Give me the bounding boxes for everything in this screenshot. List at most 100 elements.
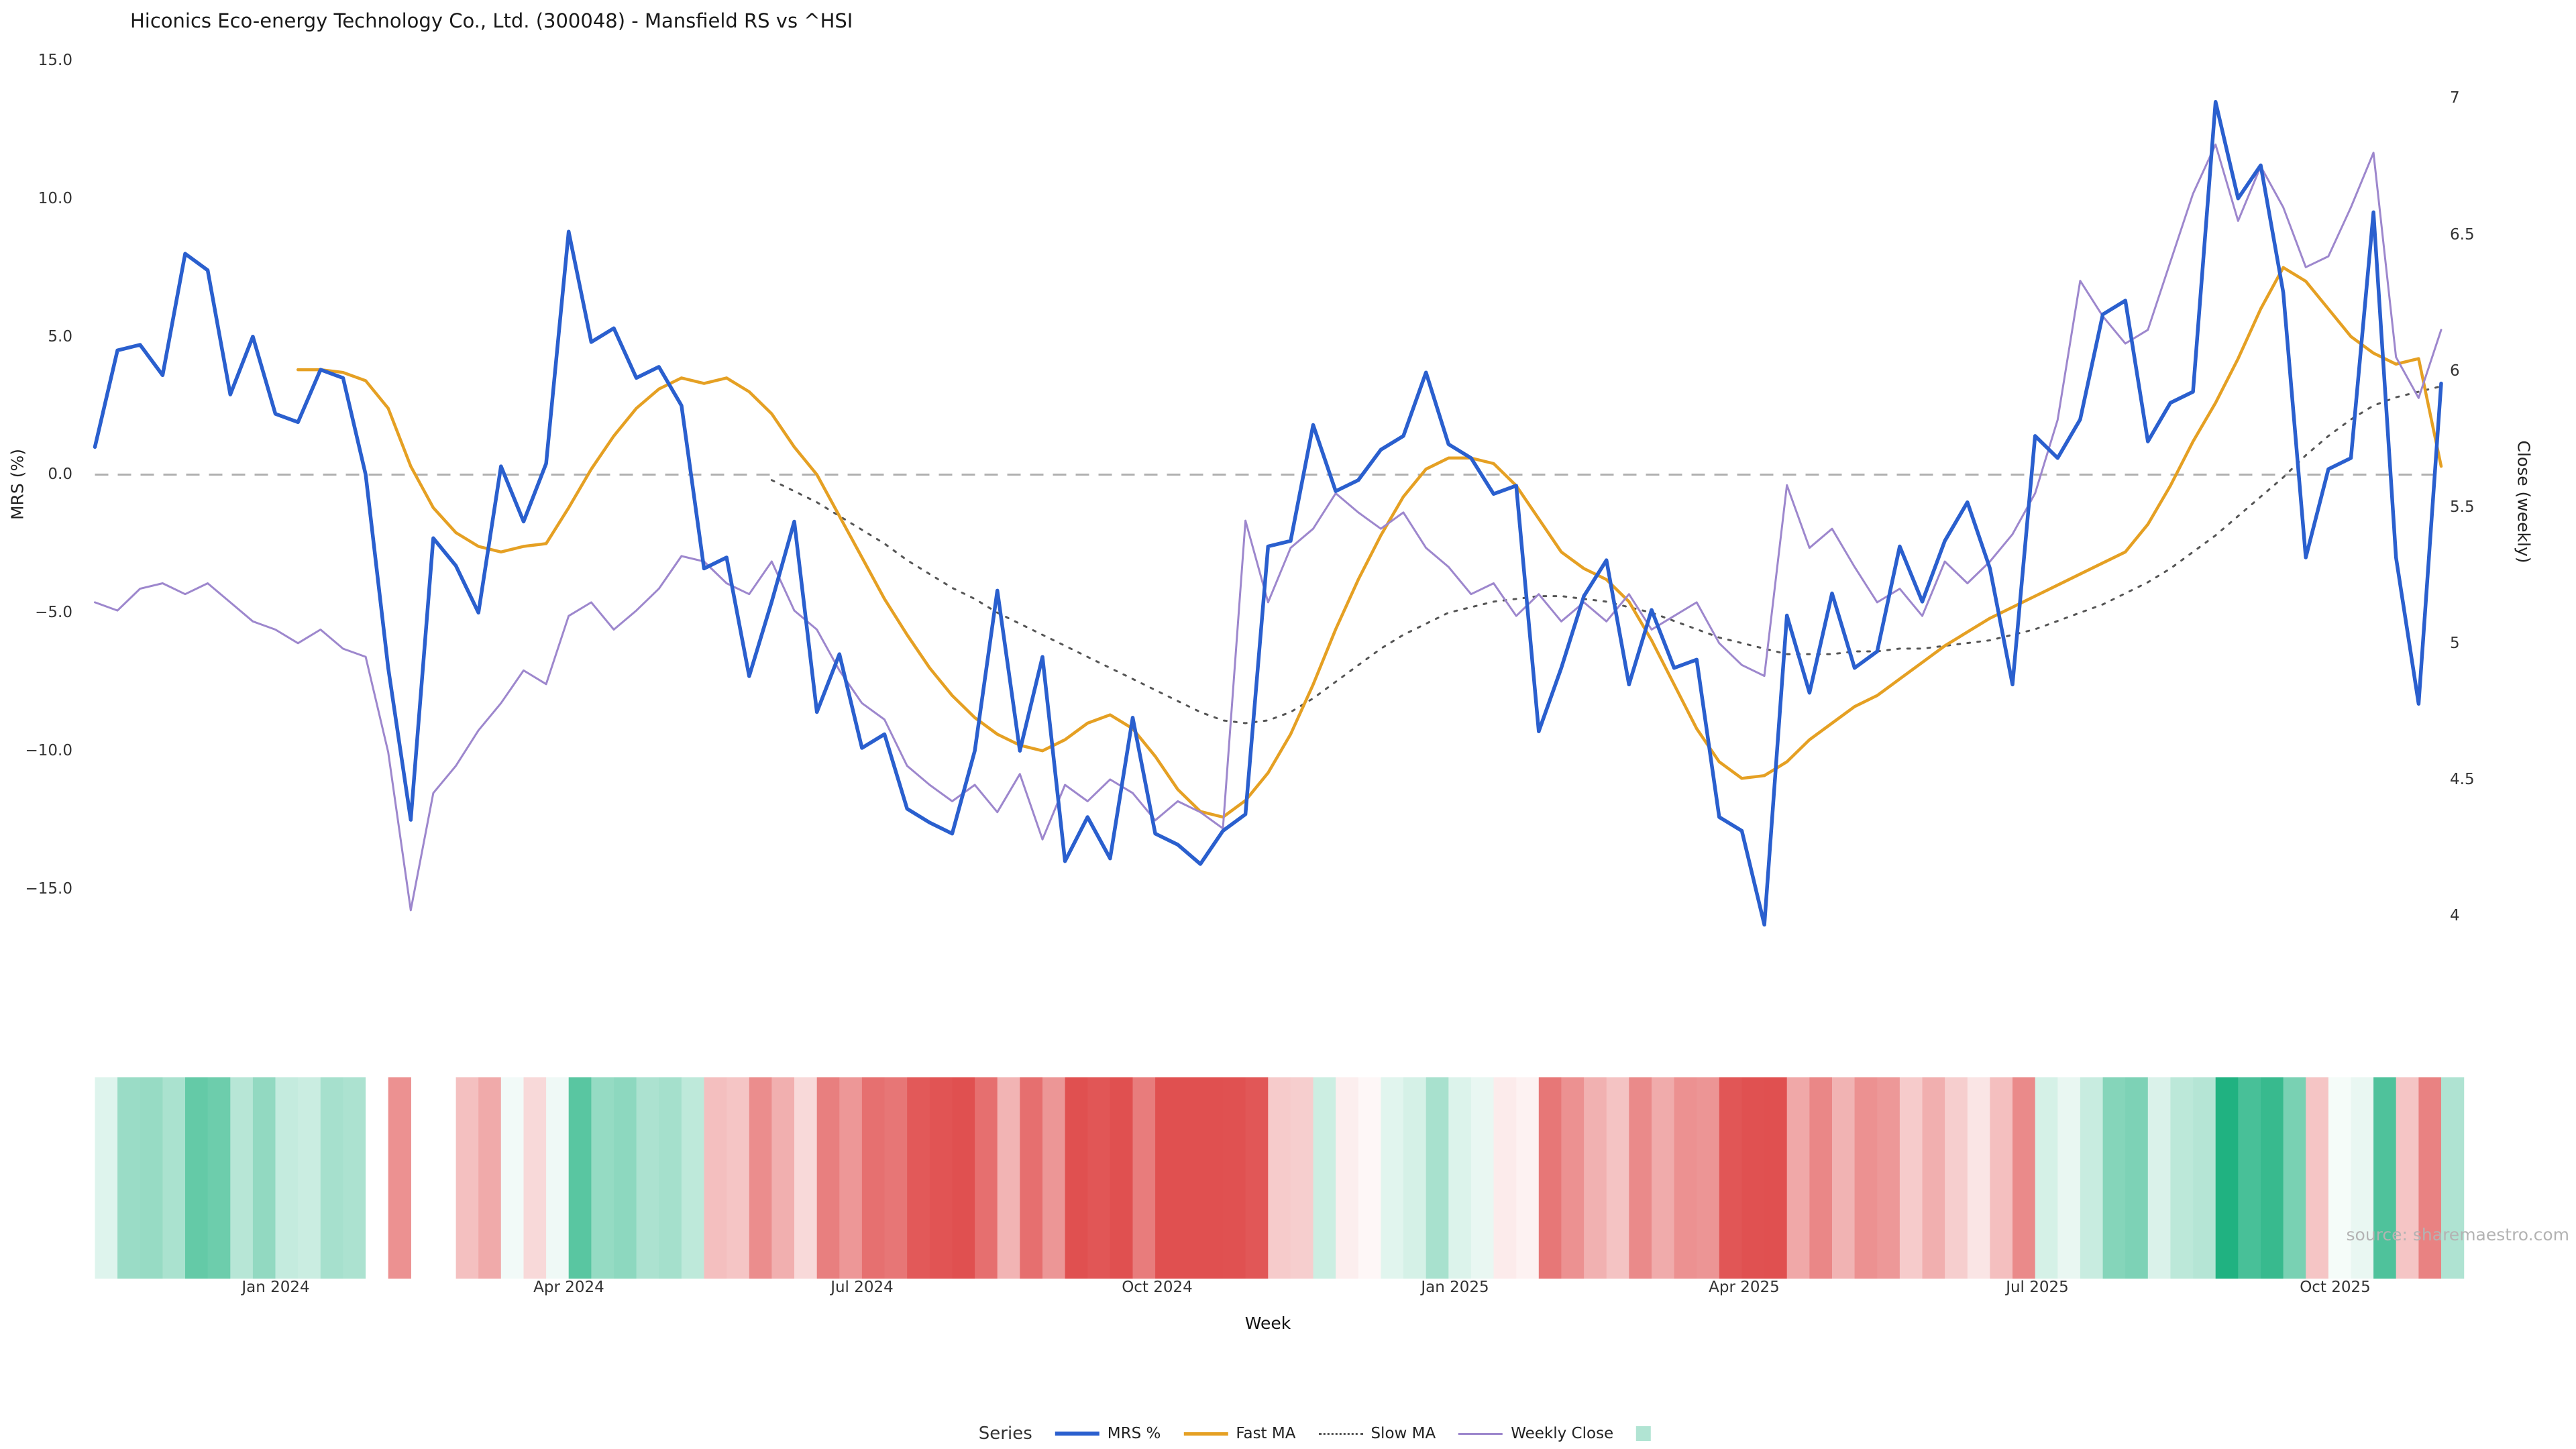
heatmap-cell — [1290, 1077, 1314, 1279]
heatmap-cell — [1313, 1077, 1336, 1279]
y-tick-label: 6 — [2450, 362, 2460, 380]
heatmap-cell — [2283, 1077, 2306, 1279]
y-tick-label: 10.0 — [38, 190, 72, 207]
source-note: source: sharemaestro.com — [2346, 1225, 2570, 1244]
heatmap-cell — [455, 1077, 479, 1279]
heatmap-cell — [1245, 1077, 1269, 1279]
heatmap-cell — [2373, 1077, 2397, 1279]
heatmap-cell — [1561, 1077, 1585, 1279]
legend: Series MRS % Fast MA Slow MA Weekly Clos… — [979, 1424, 1652, 1444]
heatmap-cell — [1426, 1077, 1449, 1279]
heatmap-cell — [478, 1077, 502, 1279]
heatmap-cell — [1087, 1077, 1111, 1279]
heatmap-cell — [2351, 1077, 2374, 1279]
heatmap-cell — [320, 1077, 344, 1279]
heatmap-cell — [2125, 1077, 2149, 1279]
heatmap-cell — [230, 1077, 254, 1279]
legend-item-label: Fast MA — [1236, 1425, 1296, 1442]
heatmap-cell — [1493, 1077, 1517, 1279]
heatmap-cell — [298, 1077, 321, 1279]
heatmap-cell — [2396, 1077, 2419, 1279]
heatmap-cell — [1470, 1077, 1495, 1279]
heatmap-cell — [117, 1077, 141, 1279]
heatmap-cell — [343, 1077, 366, 1279]
heatmap-cell — [2193, 1077, 2216, 1279]
heatmap-cell — [546, 1077, 570, 1279]
heatmap-swatch — [1636, 1426, 1652, 1441]
slow-ma-line — [770, 385, 2443, 724]
heatmap-cell — [2328, 1077, 2352, 1279]
left-axis-title: MRS (%) — [7, 448, 28, 521]
heatmap-cell — [1223, 1077, 1246, 1279]
heatmap-cell — [1381, 1077, 1404, 1279]
heatmap-cell — [1358, 1077, 1382, 1279]
heatmap-cell — [1967, 1077, 1991, 1279]
fast-ma-line — [296, 266, 2443, 819]
heatmap-cell — [2080, 1077, 2104, 1279]
heatmap-cell — [997, 1077, 1020, 1279]
legend-item-heatmap — [1636, 1426, 1652, 1441]
chart-title: Hiconics Eco-energy Technology Co., Ltd.… — [130, 9, 853, 32]
heatmap-cell — [1448, 1077, 1472, 1279]
heatmap-cell — [636, 1077, 659, 1279]
heatmap-cell — [1877, 1077, 1900, 1279]
x-tick-label: Apr 2025 — [1709, 1279, 1780, 1296]
heatmap-cell — [140, 1077, 164, 1279]
heatmap-cell — [2238, 1077, 2261, 1279]
y-tick-label: 5 — [2450, 635, 2460, 652]
heatmap-cell — [2170, 1077, 2194, 1279]
mrs-line-swatch — [1055, 1432, 1099, 1436]
x-tick-label: Jan 2025 — [1421, 1279, 1489, 1296]
heatmap-cell — [1741, 1077, 1765, 1279]
heatmap-cell — [816, 1077, 840, 1279]
heatmap-cell — [2261, 1077, 2284, 1279]
weekly-close-line — [94, 144, 2443, 912]
y-tick-label: 7 — [2450, 89, 2460, 107]
fast-ma-line-swatch — [1183, 1432, 1228, 1436]
slow-ma-line-swatch — [1318, 1432, 1363, 1435]
heatmap-cell — [1629, 1077, 1652, 1279]
x-tick-label: Apr 2024 — [533, 1279, 604, 1296]
heatmap-cell — [2102, 1077, 2126, 1279]
heatmap-cell — [95, 1077, 118, 1279]
heatmap-cell — [1697, 1077, 1720, 1279]
x-axis-title: Week — [1244, 1313, 1291, 1333]
heatmap-cell — [884, 1077, 908, 1279]
heatmap-cell — [1177, 1077, 1201, 1279]
x-tick-label: Jan 2024 — [241, 1279, 310, 1296]
heatmap-cell — [2418, 1077, 2442, 1279]
x-tick-label: Jul 2025 — [2006, 1279, 2069, 1296]
heatmap-cell — [771, 1077, 795, 1279]
heatmap-cell — [1764, 1077, 1788, 1279]
heatmap-cell — [1990, 1077, 2013, 1279]
heatmap-cell — [1516, 1077, 1540, 1279]
y-tick-label: 4 — [2450, 907, 2460, 924]
heatmap-cell — [2057, 1077, 2081, 1279]
y-tick-label: 5.0 — [48, 328, 72, 345]
heatmap-cell — [207, 1077, 231, 1279]
heatmap-cell — [794, 1077, 818, 1279]
legend-item-label: Weekly Close — [1511, 1425, 1614, 1442]
heatmap-cell — [1945, 1077, 1968, 1279]
legend-item-weekly-close: Weekly Close — [1458, 1425, 1613, 1442]
heatmap-cell — [252, 1077, 276, 1279]
heatmap-cell — [907, 1077, 930, 1279]
heatmap-cell — [929, 1077, 953, 1279]
heatmap-cell — [366, 1077, 389, 1279]
heatmap-cell — [2215, 1077, 2239, 1279]
heatmap-cell — [1538, 1077, 1562, 1279]
legend-item-mrs: MRS % — [1055, 1425, 1161, 1442]
heatmap-cell — [1584, 1077, 1607, 1279]
heatmap-cell — [388, 1077, 411, 1279]
heatmap-cell — [1403, 1077, 1427, 1279]
heatmap-cell — [1922, 1077, 1945, 1279]
x-tick-label: Oct 2025 — [2300, 1279, 2371, 1296]
heatmap-cell — [1809, 1077, 1833, 1279]
y-tick-label: 5.5 — [2450, 498, 2475, 516]
x-tick-label: Oct 2024 — [1122, 1279, 1193, 1296]
heatmap-cell — [2441, 1077, 2465, 1279]
heatmap-cell — [1200, 1077, 1224, 1279]
heatmap-cell — [1652, 1077, 1675, 1279]
